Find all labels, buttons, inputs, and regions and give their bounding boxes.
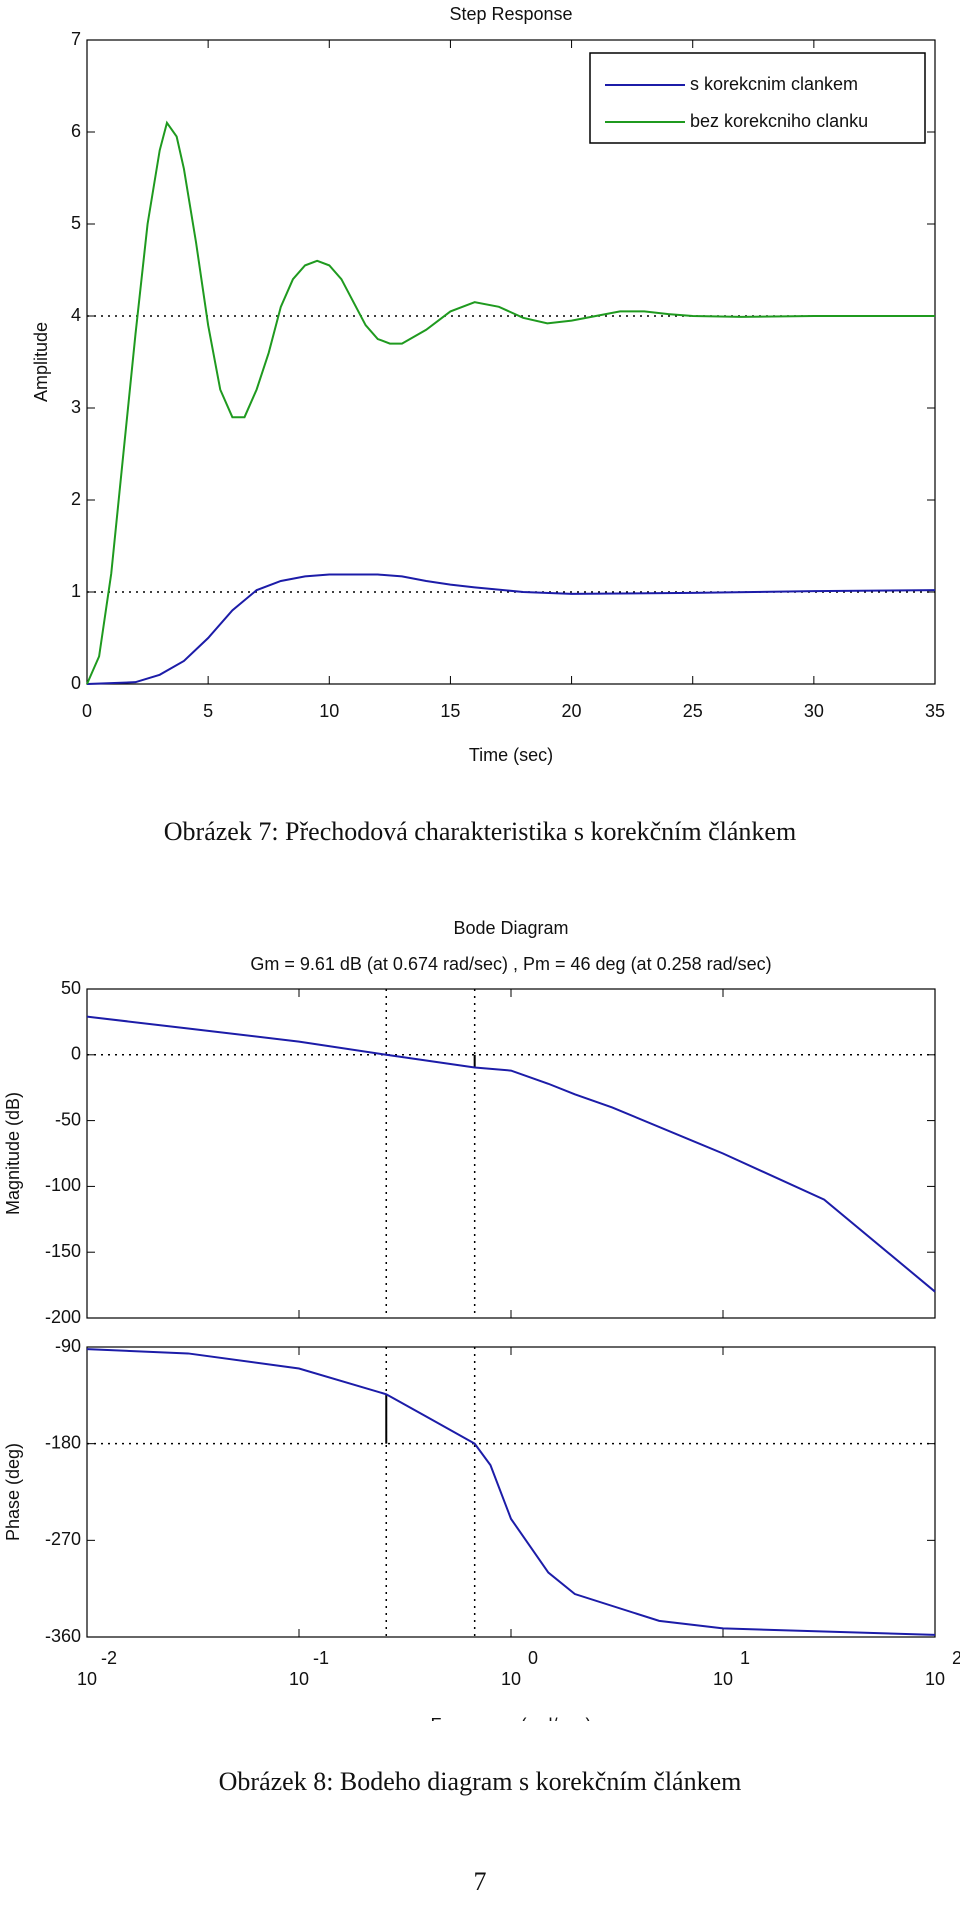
x-tick-label: 0	[82, 701, 92, 721]
legend-label: s korekcnim clankem	[690, 74, 858, 94]
chart-title: Bode Diagram	[453, 918, 568, 938]
y-tick-label: -90	[55, 1336, 81, 1356]
x-tick-exponent: 0	[528, 1648, 538, 1668]
chart-subtitle: Gm = 9.61 dB (at 0.674 rad/sec) , Pm = 4…	[250, 954, 771, 974]
y-tick-label: 1	[71, 581, 81, 601]
x-tick-label: 10	[77, 1669, 97, 1689]
legend-box	[589, 52, 926, 144]
x-tick-exponent: 2	[952, 1648, 960, 1668]
series-line	[86, 1015, 936, 1293]
y-tick-label: 4	[71, 305, 81, 325]
y-tick-label: 6	[71, 121, 81, 141]
y-tick-label: -100	[45, 1175, 81, 1195]
x-tick-exponent: 1	[740, 1648, 750, 1668]
y-tick-label: -200	[45, 1307, 81, 1327]
x-axis-label: Time (sec)	[469, 745, 553, 765]
legend-label: bez korekcniho clanku	[690, 111, 868, 131]
caption: Obrázek 8: Bodeho diagram s korekčním čl…	[219, 1767, 742, 1796]
x-tick-label: 35	[925, 701, 945, 721]
y-tick-label: 5	[71, 213, 81, 233]
chart-title: Step Response	[449, 4, 572, 24]
x-axis-label: Frequency (rad/sec)	[430, 1715, 591, 1735]
plot-area	[86, 988, 936, 1319]
x-tick-label: 20	[562, 701, 582, 721]
x-tick-label: 10	[925, 1669, 945, 1689]
x-tick-label: 5	[203, 701, 213, 721]
page-number: 7	[474, 1867, 487, 1896]
y-tick-label: -150	[45, 1241, 81, 1261]
x-tick-label: 10	[501, 1669, 521, 1689]
y-tick-label: 2	[71, 489, 81, 509]
y-axis-label: Amplitude	[31, 322, 51, 402]
plot-area	[86, 1346, 936, 1638]
caption: Obrázek 7: Přechodová charakteristika s …	[164, 817, 796, 846]
x-tick-label: 10	[713, 1669, 733, 1689]
x-tick-label: 30	[804, 701, 824, 721]
y-axis-label: Phase (deg)	[3, 1443, 23, 1541]
series-line	[86, 120, 935, 685]
x-tick-exponent: -1	[313, 1648, 329, 1668]
series-line	[86, 1348, 936, 1636]
y-tick-label: 0	[71, 673, 81, 693]
y-tick-label: -270	[45, 1529, 81, 1549]
series-line	[86, 573, 936, 685]
y-tick-label: -180	[45, 1432, 81, 1452]
x-tick-exponent: -2	[101, 1648, 117, 1668]
x-tick-label: 10	[319, 701, 339, 721]
y-tick-label: 0	[71, 1044, 81, 1064]
y-axis-label: Magnitude (dB)	[3, 1092, 23, 1215]
y-tick-label: 50	[61, 978, 81, 998]
y-tick-label: -50	[55, 1109, 81, 1129]
y-tick-label: -360	[45, 1626, 81, 1646]
y-tick-label: 3	[71, 397, 81, 417]
x-tick-label: 15	[440, 701, 460, 721]
x-tick-label: 25	[683, 701, 703, 721]
y-tick-label: 7	[71, 29, 81, 49]
plot-area	[86, 39, 936, 685]
x-tick-label: 10	[289, 1669, 309, 1689]
